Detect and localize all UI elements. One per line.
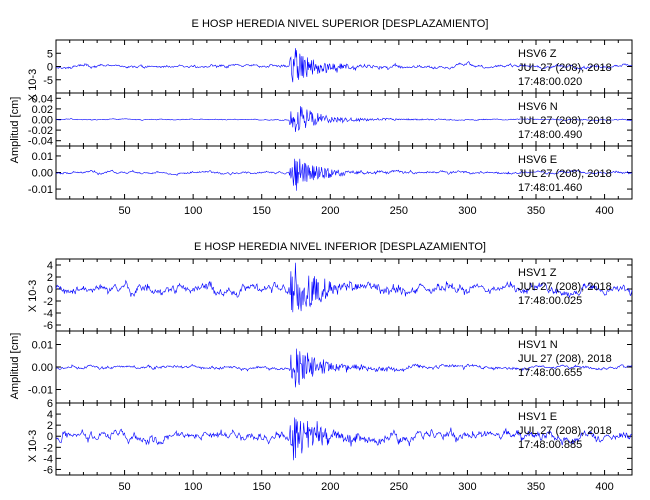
x-tick-label: 50 bbox=[118, 481, 130, 493]
y-tick-label: 0.04 bbox=[32, 93, 53, 105]
y-tick-label: -0.01 bbox=[28, 184, 53, 196]
x-tick-label: 400 bbox=[595, 481, 613, 493]
chart-2-title: E HOSP HEREDIA NIVEL INFERIOR [DESPLAZAM… bbox=[194, 241, 486, 253]
waveform-trace bbox=[55, 48, 633, 83]
x-tick-label: 300 bbox=[458, 481, 476, 493]
x-tick-label: 150 bbox=[253, 481, 271, 493]
y-tick-label: -4 bbox=[43, 453, 53, 465]
chart-1-title: E HOSP HEREDIA NIVEL SUPERIOR [DESPLAZAM… bbox=[192, 18, 489, 30]
panel-1-2: 0.040.020.00-0.02-0.04 HSV6 N JUL 27 (208)… bbox=[28, 92, 633, 148]
waveform-trace bbox=[55, 348, 633, 388]
y-tick-label: 0.01 bbox=[32, 340, 53, 352]
y-tick-label: -0.04 bbox=[28, 136, 53, 148]
y-tick-label: 6 bbox=[47, 398, 53, 410]
y-tick-label: 5 bbox=[47, 48, 53, 60]
trace-label-line: JUL 27 (208), 2018 bbox=[518, 168, 612, 180]
x-tick-label: 400 bbox=[595, 205, 613, 217]
trace-label-line: 17:48:00.025 bbox=[518, 295, 582, 307]
trace-label-line: HSV6 E bbox=[518, 154, 557, 166]
y-tick-label: 0.00 bbox=[32, 362, 53, 374]
trace-label-line: 17:48:00.655 bbox=[518, 367, 582, 379]
trace-label-line: 17:48:00.885 bbox=[518, 439, 582, 451]
x-tick-label: 300 bbox=[458, 205, 476, 217]
y-tick-label: -6 bbox=[43, 464, 53, 476]
x-tick-label: 50 bbox=[118, 205, 130, 217]
waveform-trace bbox=[55, 417, 633, 461]
y-tick-label: 0.00 bbox=[32, 115, 53, 127]
trace-label-line: JUL 27 (208), 2018 bbox=[518, 425, 612, 437]
trace-label-line: JUL 27 (208), 2018 bbox=[518, 62, 612, 74]
y-tick-label: 0.02 bbox=[32, 104, 53, 116]
trace-label-line: HSV1 N bbox=[518, 339, 558, 351]
trace-label-line: JUL 27 (208), 2018 bbox=[518, 353, 612, 365]
x-tick-label: 250 bbox=[390, 205, 408, 217]
panel-1-1: 5 0-5 HSV6 Z JUL 27 (208), 2018 17:48:00.020 bbox=[43, 39, 633, 94]
x-tick-label: 100 bbox=[184, 481, 202, 493]
panel-2-1: 420-2-4-6 HSV1 Z JUL 27 (208), 2018 17:48:0… bbox=[43, 258, 633, 332]
y-tick-label: 4 bbox=[47, 409, 53, 421]
waveform-trace bbox=[55, 106, 633, 133]
waveform-trace bbox=[55, 262, 633, 313]
y-tick-label: -0.02 bbox=[28, 125, 53, 137]
y-tick-label: -5 bbox=[43, 75, 53, 87]
y-tick-label: 2 bbox=[47, 420, 53, 432]
x-tick-label: 350 bbox=[527, 481, 545, 493]
y-tick-label: -2 bbox=[43, 296, 53, 308]
trace-label-line: 17:48:01.460 bbox=[518, 182, 582, 194]
panel-1-3: 0.01 0.00 -0.01 HSV6 E JUL 27 (208), 2018 17:… bbox=[28, 145, 633, 200]
y-tick-label: 0.00 bbox=[32, 168, 53, 180]
y-tick-label: 2 bbox=[47, 272, 53, 284]
trace-label-line: 17:48:00.490 bbox=[518, 129, 582, 141]
y-tick-label: 4 bbox=[47, 260, 53, 272]
trace-label-line: JUL 27 (208), 2018 bbox=[518, 281, 612, 293]
x-tick-label: 350 bbox=[527, 205, 545, 217]
chart-2-panel-1-multiplier: X 10-3 bbox=[27, 280, 39, 312]
trace-label-line: HSV1 E bbox=[518, 411, 557, 423]
chart-2-panel-3-multiplier: X 10-3 bbox=[27, 430, 39, 462]
panel-2-2: 0.01 0.00 -0.01 HSV1 N JUL 27 (208), 2018 17:… bbox=[28, 330, 633, 404]
y-tick-label: -4 bbox=[43, 308, 53, 320]
y-tick-label: -0.01 bbox=[28, 385, 53, 397]
chart-2-ylabel: Amplitud [cm] bbox=[9, 333, 21, 400]
x-tick-label: 200 bbox=[321, 205, 339, 217]
trace-label-line: HSV1 Z bbox=[518, 267, 557, 279]
trace-label-line: JUL 27 (208), 2018 bbox=[518, 115, 612, 127]
y-tick-label: 0 bbox=[47, 431, 53, 443]
x-tick-label: 250 bbox=[390, 481, 408, 493]
waveform-trace bbox=[55, 158, 633, 191]
y-tick-label: 0.01 bbox=[32, 151, 53, 163]
trace-label-line: 17:48:00.020 bbox=[518, 76, 582, 88]
x-tick-label: 150 bbox=[253, 205, 271, 217]
y-tick-label: 0 bbox=[47, 284, 53, 296]
y-tick-label: -2 bbox=[43, 442, 53, 454]
x-tick-label: 100 bbox=[184, 205, 202, 217]
chart-1-ylabel: Amplitud [cm] bbox=[9, 97, 21, 164]
y-tick-label: 0 bbox=[47, 62, 53, 74]
x-tick-label: 200 bbox=[321, 481, 339, 493]
chart-1-panel-1-multiplier: X 10-3 bbox=[27, 69, 39, 101]
y-tick-label: -6 bbox=[43, 320, 53, 332]
trace-label-line: HSV6 N bbox=[518, 101, 558, 113]
trace-label-line: HSV6 Z bbox=[518, 48, 557, 60]
